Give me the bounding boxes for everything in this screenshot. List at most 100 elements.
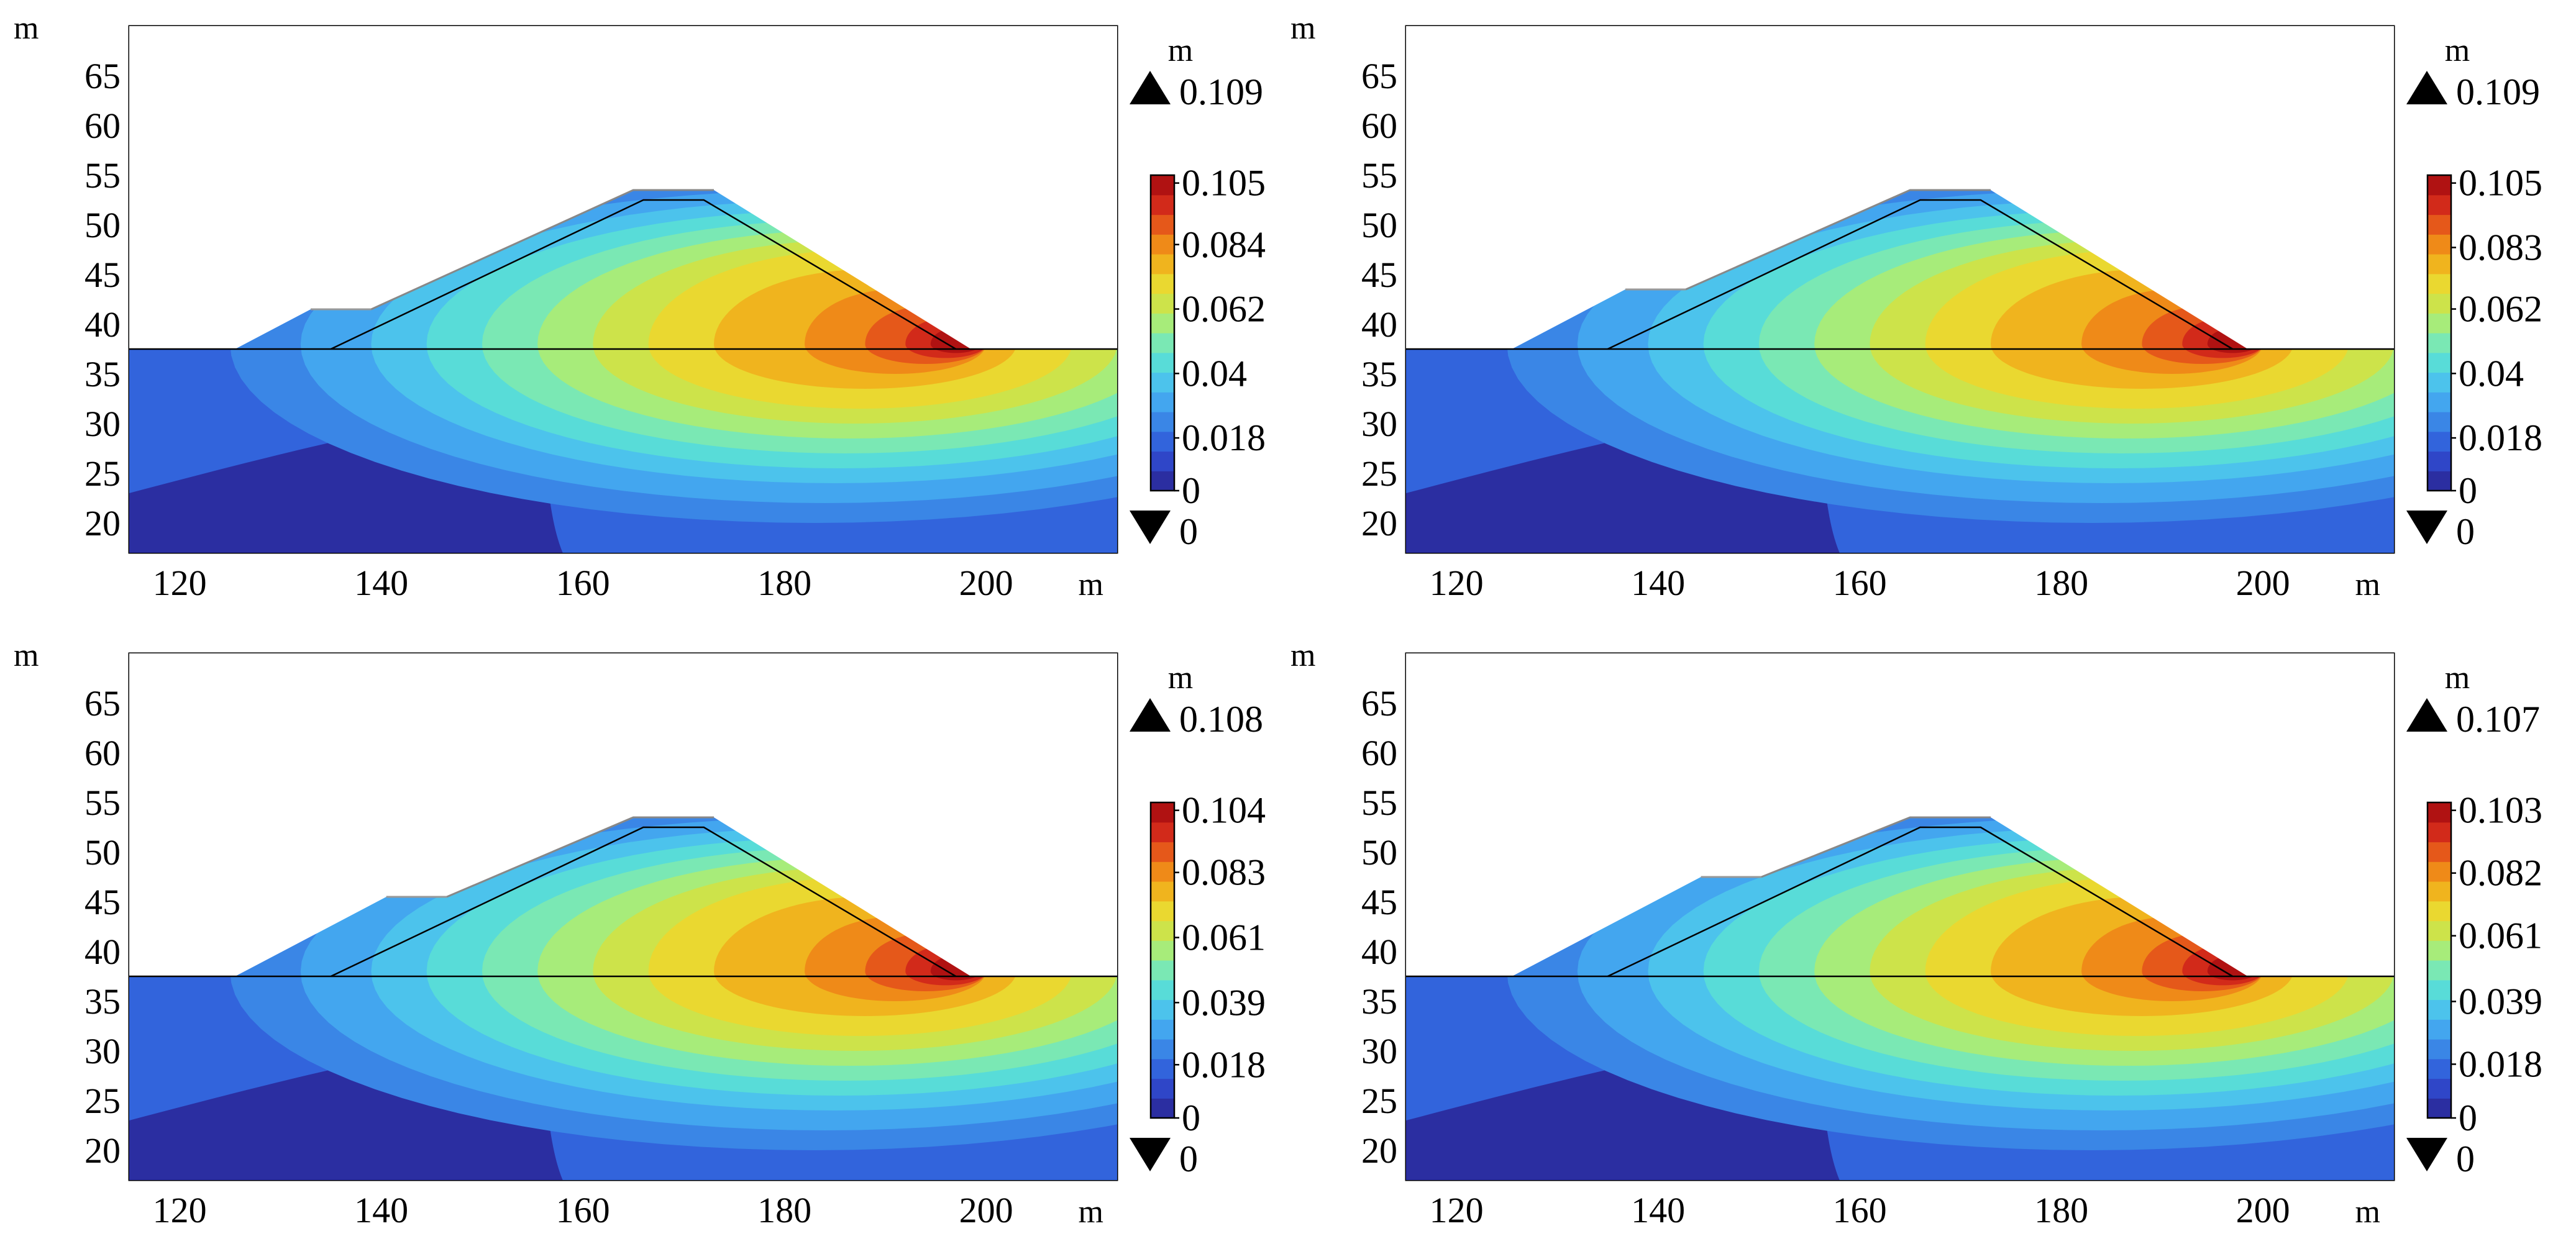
colorbar-swatch xyxy=(2428,431,2451,452)
colorbar-swatch xyxy=(2428,254,2451,275)
colorbar-unit: m xyxy=(1168,660,1193,696)
y-tick-label: 40 xyxy=(84,932,121,972)
colorbar-swatch xyxy=(1151,194,1174,216)
y-tick-label: 20 xyxy=(84,503,121,543)
contour-field xyxy=(129,26,1117,553)
colorbar-swatch xyxy=(1151,940,1174,961)
x-axis-unit: m xyxy=(2355,1194,2380,1230)
colorbar-swatch xyxy=(2428,979,2451,1001)
x-axis-unit: m xyxy=(2355,567,2380,602)
colorbar-tick-label: 0 xyxy=(2459,1097,2477,1138)
x-tick-label: 140 xyxy=(354,563,408,603)
y-tick-label: 25 xyxy=(84,453,121,494)
colorbar-swatch xyxy=(1151,881,1174,902)
colorbar-swatch xyxy=(1151,1078,1174,1099)
colorbar-tick-label: 0.103 xyxy=(2459,790,2542,831)
colorbar-swatch xyxy=(2428,802,2451,823)
y-tick-label: 30 xyxy=(1361,404,1397,444)
max-triangle-icon xyxy=(2406,698,2447,732)
colorbar-swatch xyxy=(2428,881,2451,902)
colorbar-max-label: 0.109 xyxy=(1179,71,1263,112)
y-axis-unit: m xyxy=(1290,11,1315,46)
colorbar-swatch xyxy=(2428,471,2451,491)
colorbar-tick-label: 0.018 xyxy=(1182,417,1266,458)
min-triangle-icon xyxy=(1130,1138,1171,1171)
crest-surface-line xyxy=(1685,189,1991,291)
colorbar-tick-label: 0 xyxy=(1182,1097,1200,1138)
colorbar-swatch xyxy=(2428,214,2451,235)
contour-field xyxy=(1406,26,2394,553)
y-tick-label: 55 xyxy=(1361,783,1397,823)
y-tick-label: 50 xyxy=(1361,205,1397,245)
x-axis-unit: m xyxy=(1079,567,1103,602)
y-tick-label: 45 xyxy=(1361,255,1397,295)
colorbar-tick-label: 0.083 xyxy=(2459,227,2542,268)
contour-field xyxy=(1406,653,2394,1180)
y-tick-label: 20 xyxy=(1361,1130,1397,1171)
colorbar-swatch xyxy=(1151,352,1174,373)
colorbar-swatch xyxy=(1151,901,1174,922)
colorbar-tick-label: 0.039 xyxy=(1182,982,1266,1023)
y-tick-label: 60 xyxy=(1361,733,1397,773)
y-tick-label: 45 xyxy=(84,255,121,295)
colorbar-swatch xyxy=(1151,431,1174,452)
colorbar-tick-label: 0.104 xyxy=(1182,790,1266,831)
colorbar-swatch xyxy=(2428,412,2451,432)
colorbar-min-label: 0 xyxy=(2456,511,2475,552)
x-tick-label: 200 xyxy=(2236,1190,2290,1230)
y-tick-label: 30 xyxy=(1361,1031,1397,1071)
colorbar-swatch xyxy=(2428,175,2451,196)
colorbar-swatch xyxy=(2428,920,2451,941)
y-axis-unit: m xyxy=(14,11,39,46)
colorbar-tick-label: 0.083 xyxy=(1182,852,1266,893)
max-triangle-icon xyxy=(1130,71,1171,104)
air-region xyxy=(129,653,1117,976)
colorbar-swatch xyxy=(1151,1058,1174,1079)
colorbar-swatch xyxy=(2428,999,2451,1020)
colorbar-swatch xyxy=(1151,392,1174,412)
x-tick-label: 200 xyxy=(959,1190,1013,1230)
y-tick-label: 65 xyxy=(1361,56,1397,96)
colorbar-swatch xyxy=(2428,901,2451,922)
x-tick-label: 160 xyxy=(1833,563,1887,603)
max-triangle-icon xyxy=(2406,71,2447,104)
colorbar: 0.104 0.083 0.061 0.039 0.018 0 xyxy=(1149,790,1266,1138)
y-tick-label: 40 xyxy=(1361,932,1397,972)
colorbar-swatch xyxy=(2428,960,2451,981)
y-tick-label: 30 xyxy=(84,1031,121,1071)
colorbar-swatch xyxy=(2428,861,2451,882)
x-tick-label: 180 xyxy=(2034,563,2088,603)
colorbar-swatch xyxy=(2428,234,2451,255)
colorbar-unit: m xyxy=(1168,33,1193,68)
colorbar-swatch xyxy=(2428,1039,2451,1060)
x-tick-label: 160 xyxy=(556,563,610,603)
y-tick-label: 20 xyxy=(1361,503,1397,543)
colorbar-swatch xyxy=(2428,313,2451,334)
colorbar-swatch xyxy=(1151,999,1174,1020)
y-tick-label: 55 xyxy=(84,155,121,196)
y-tick-label: 50 xyxy=(84,832,121,873)
x-axis-unit: m xyxy=(1079,1194,1103,1230)
colorbar-swatch xyxy=(1151,471,1174,491)
x-tick-label: 180 xyxy=(757,1190,811,1230)
colorbar-tick-label: 0.018 xyxy=(2459,1043,2542,1084)
colorbar-tick-label: 0.04 xyxy=(2459,353,2524,394)
colorbar-tick-label: 0.039 xyxy=(2459,981,2542,1022)
colorbar-swatch xyxy=(1151,333,1174,353)
x-tick-label: 160 xyxy=(556,1190,610,1230)
colorbar-swatch xyxy=(2428,451,2451,471)
colorbar-unit: m xyxy=(2445,660,2470,696)
colorbar-swatch xyxy=(2428,372,2451,393)
x-tick-label: 120 xyxy=(153,563,207,603)
colorbar-swatch xyxy=(1151,254,1174,275)
y-tick-label: 55 xyxy=(1361,155,1397,196)
colorbar-min-label: 0 xyxy=(2456,1138,2475,1179)
core-boundary-line xyxy=(330,826,957,978)
colorbar-swatch xyxy=(1151,273,1174,294)
colorbar-tick-label: 0.04 xyxy=(1182,353,1247,394)
x-tick-label: 180 xyxy=(2034,1190,2088,1230)
colorbar-swatch xyxy=(1151,313,1174,334)
y-tick-label: 35 xyxy=(1361,981,1397,1022)
x-tick-label: 200 xyxy=(2236,563,2290,603)
